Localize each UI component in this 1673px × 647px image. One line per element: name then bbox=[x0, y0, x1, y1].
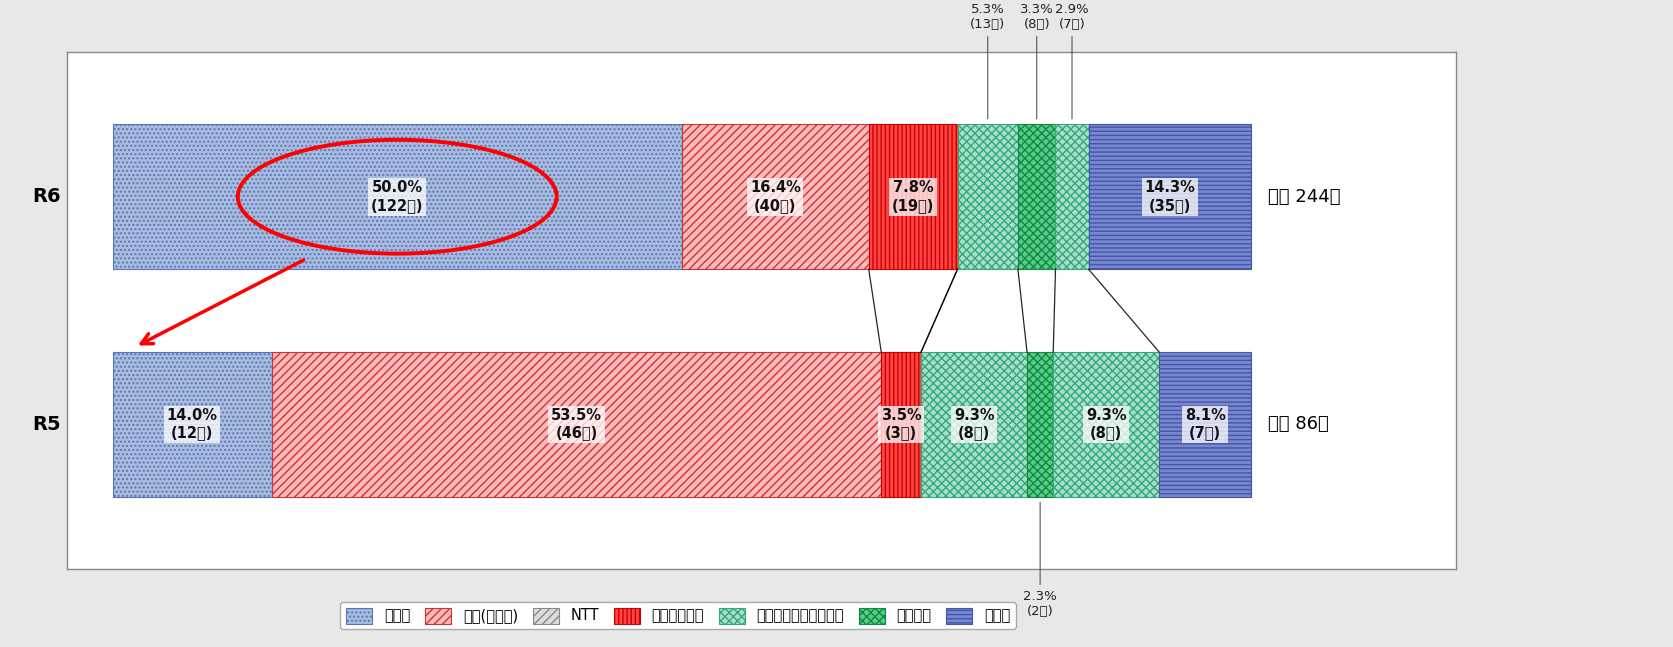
Text: 9.3%
(8件): 9.3% (8件) bbox=[954, 408, 994, 441]
Text: 2.3%
(2件): 2.3% (2件) bbox=[1022, 502, 1056, 618]
Text: 14.3%
(35件): 14.3% (35件) bbox=[1144, 181, 1195, 213]
Bar bbox=[920, 352, 1027, 497]
Text: 3.3%
(8件): 3.3% (8件) bbox=[1019, 3, 1052, 119]
Text: 3.5%
(3件): 3.5% (3件) bbox=[880, 408, 922, 441]
Legend: 警察官, 親族(息子等), NTT, 中国公安局等, クレジットカード会社, 通信会社, その他: 警察官, 親族(息子等), NTT, 中国公安局等, クレジットカード会社, 通… bbox=[340, 602, 1016, 630]
Bar bbox=[1017, 124, 1056, 269]
Bar bbox=[880, 352, 920, 497]
Text: 53.5%
(46件): 53.5% (46件) bbox=[550, 408, 602, 441]
Text: 9.3%
(8件): 9.3% (8件) bbox=[1086, 408, 1126, 441]
Bar bbox=[1027, 352, 1052, 497]
Bar bbox=[271, 352, 880, 497]
Bar bbox=[1052, 352, 1158, 497]
Text: 14.0%
(12件): 14.0% (12件) bbox=[167, 408, 217, 441]
Bar bbox=[112, 124, 681, 269]
Text: R5: R5 bbox=[32, 415, 62, 434]
Text: 50.0%
(122件): 50.0% (122件) bbox=[371, 181, 423, 213]
Bar bbox=[957, 124, 1017, 269]
Bar bbox=[1087, 124, 1251, 269]
Text: R6: R6 bbox=[32, 187, 62, 206]
Text: 5.3%
(13件): 5.3% (13件) bbox=[970, 3, 1005, 119]
Text: 8.1%
(7件): 8.1% (7件) bbox=[1184, 408, 1225, 441]
Bar bbox=[868, 124, 957, 269]
Text: 7.8%
(19件): 7.8% (19件) bbox=[892, 181, 934, 213]
Bar bbox=[1056, 124, 1087, 269]
Text: 2.9%
(7件): 2.9% (7件) bbox=[1054, 3, 1087, 119]
Text: 16.4%
(40件): 16.4% (40件) bbox=[750, 181, 800, 213]
Bar bbox=[681, 124, 868, 269]
Bar bbox=[112, 352, 271, 497]
Bar bbox=[1158, 352, 1251, 497]
Text: 合計 86件: 合計 86件 bbox=[1268, 415, 1328, 433]
Text: 合計 244件: 合計 244件 bbox=[1268, 188, 1340, 206]
